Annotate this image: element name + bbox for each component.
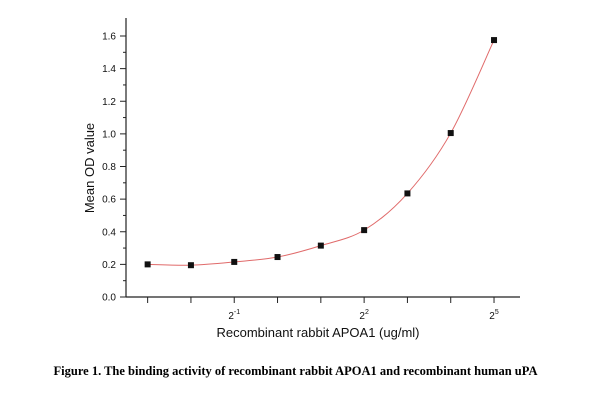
y-axis: 0.0 0.2 0.4 0.6 0.8 1.0 1.2 1.4 1.6 [102,18,127,304]
y-tick-label: 0.8 [102,162,116,173]
figure-caption: Figure 1. The binding activity of recomb… [53,364,538,378]
y-tick-label: 1.4 [102,64,116,75]
x-tick-label: 2-1 [228,309,240,322]
x-axis-title: Recombinant rabbit APOA1 (ug/ml) [216,325,419,340]
data-point-marker [274,254,281,261]
fit-curve [147,39,495,266]
data-point-marker [187,262,194,269]
data-point-marker [447,130,454,137]
y-tick-label: 0.2 [102,260,116,271]
x-tick-label: 25 [489,309,499,322]
data-point-marker [491,37,498,44]
y-tick-label: 1.2 [102,97,116,108]
x-tick-label: 22 [359,309,369,322]
data-point-marker [404,190,411,197]
y-tick-label: 0.4 [102,227,116,238]
y-tick-label: 0.0 [102,293,116,304]
data-points [144,37,498,269]
y-axis-title: Mean OD value [82,123,97,213]
y-tick-label: 1.0 [102,129,116,140]
data-point-marker [144,261,151,268]
data-point-marker [317,242,324,249]
data-point-marker [231,258,238,265]
y-tick-label: 0.6 [102,195,116,206]
data-point-marker [361,227,368,234]
x-axis: 2-1 22 25 [126,296,520,322]
y-tick-label: 1.6 [102,32,116,43]
